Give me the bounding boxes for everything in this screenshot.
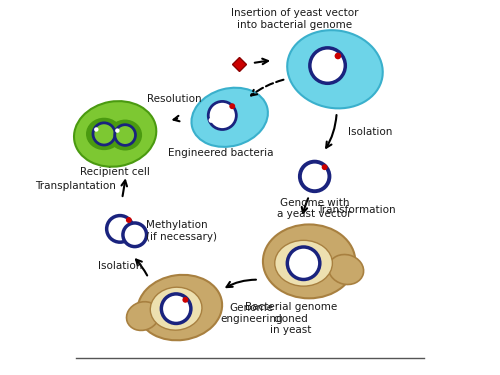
Ellipse shape (192, 88, 268, 147)
Circle shape (208, 101, 236, 129)
Text: Isolation: Isolation (98, 261, 143, 271)
Text: Transformation: Transformation (317, 205, 396, 214)
Text: Methylation
(if necessary): Methylation (if necessary) (146, 220, 217, 242)
Ellipse shape (109, 120, 142, 150)
Text: Engineered bacteria: Engineered bacteria (168, 148, 273, 158)
Ellipse shape (138, 275, 222, 340)
Circle shape (115, 128, 119, 133)
Text: Transplantation: Transplantation (36, 181, 117, 190)
Circle shape (322, 164, 328, 170)
Ellipse shape (328, 255, 364, 285)
Circle shape (208, 118, 214, 123)
Ellipse shape (74, 101, 156, 167)
Ellipse shape (287, 30, 382, 108)
Text: Genome
engineering: Genome engineering (220, 303, 283, 324)
Circle shape (93, 123, 115, 145)
Circle shape (288, 247, 320, 279)
Text: Recipient cell: Recipient cell (80, 167, 150, 177)
Ellipse shape (150, 287, 202, 330)
Text: Insertion of yeast vector
into bacterial genome: Insertion of yeast vector into bacterial… (230, 8, 358, 30)
Circle shape (230, 103, 235, 109)
Circle shape (182, 297, 188, 303)
Text: Genome with
a yeast vector: Genome with a yeast vector (278, 198, 352, 219)
Text: Resolution: Resolution (147, 94, 202, 104)
Ellipse shape (275, 240, 332, 286)
Ellipse shape (126, 302, 159, 330)
Text: Isolation: Isolation (348, 127, 393, 137)
Circle shape (300, 162, 330, 191)
Circle shape (94, 127, 98, 132)
Circle shape (115, 125, 136, 146)
Circle shape (106, 216, 134, 242)
Circle shape (126, 217, 132, 223)
Circle shape (162, 294, 191, 324)
Ellipse shape (263, 225, 356, 298)
Circle shape (310, 48, 346, 83)
Ellipse shape (86, 118, 122, 150)
Text: Bacterial genome
cloned
in yeast: Bacterial genome cloned in yeast (244, 302, 337, 335)
Circle shape (123, 223, 146, 247)
Circle shape (334, 53, 342, 59)
